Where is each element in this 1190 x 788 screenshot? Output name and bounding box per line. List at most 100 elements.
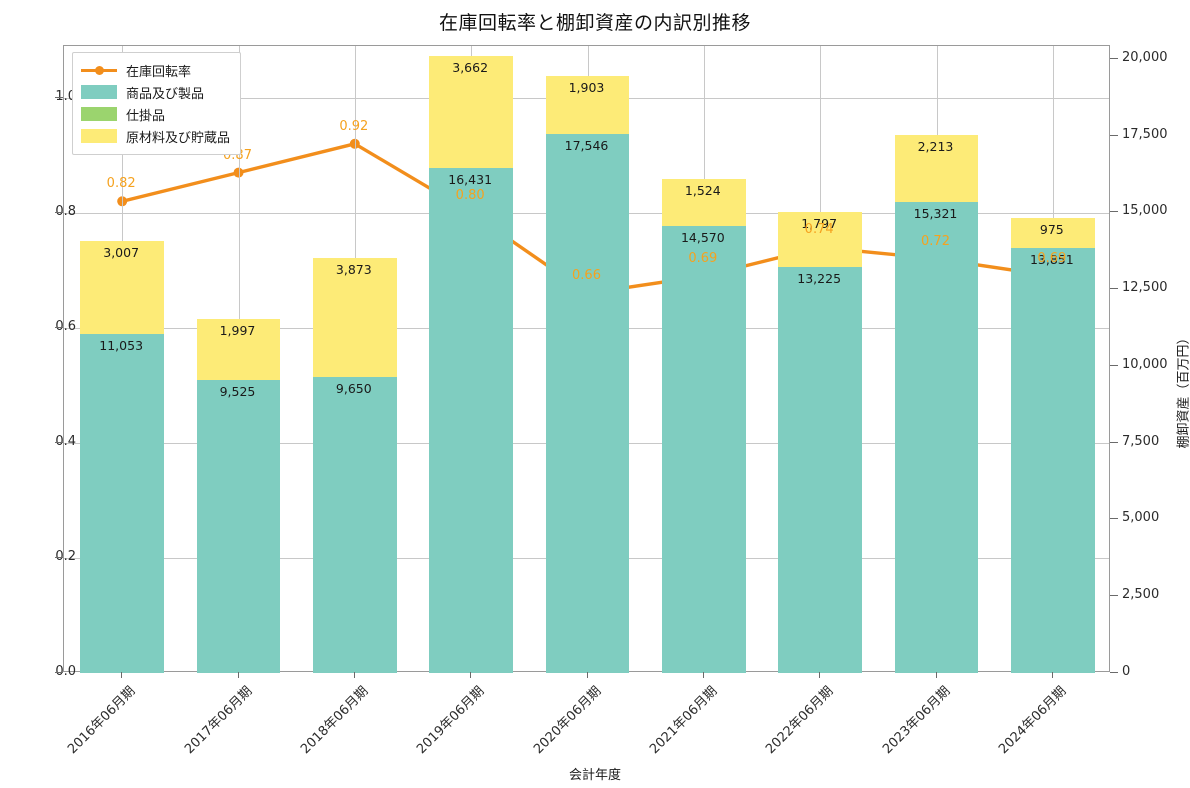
chart-title: 在庫回転率と棚卸資産の内訳別推移 [438, 12, 751, 34]
legend-label: 仕掛品 [126, 108, 166, 124]
bar-value-label: 14,570 [680, 229, 725, 245]
chart-legend[interactable]: 在庫回転率商品及び製品 仕掛品原材料及び貯蔵品 [72, 52, 242, 155]
bar-segment [312, 376, 397, 673]
y-axis-right-tick: 15,000 [1122, 203, 1168, 219]
x-axis-tick-mark [121, 672, 123, 678]
bar-segment [894, 134, 979, 203]
y-axis-left-tick: 0.2 [55, 548, 76, 564]
legend-color-swatch [81, 129, 117, 143]
y-axis-left-tick: 0.8 [55, 203, 76, 219]
legend-color-swatch [81, 85, 117, 99]
y-axis-right-tick-mark [1110, 518, 1118, 520]
y-axis-right-tick: 20,000 [1122, 49, 1168, 65]
bar-segment [778, 266, 863, 673]
y-axis-left-tick-mark [55, 672, 63, 673]
bar-value-label: 975 [1039, 221, 1064, 237]
y-axis-right-tick: 0 [1122, 664, 1131, 679]
bar-value-label: 9,525 [219, 384, 256, 400]
bar-value-label: 13,225 [797, 270, 842, 286]
y-axis-right-tick-mark [1110, 595, 1118, 597]
line-value-label: 0.74 [804, 222, 834, 238]
bar-value-label: 1,797 [801, 215, 838, 231]
y-axis-right-tick-mark [1110, 211, 1118, 213]
legend-label: 商品及び製品 [126, 86, 205, 102]
y-axis-right-tick: 7,500 [1122, 433, 1160, 449]
x-axis-tick-label: 2018年06月期 [297, 683, 372, 758]
x-axis-tick-mark [1051, 672, 1053, 678]
bar-segment [80, 241, 165, 334]
y-axis-right-tick: 12,500 [1122, 280, 1168, 296]
plot-area [63, 45, 1110, 673]
legend-label: 原材料及び貯蔵品 [126, 130, 231, 146]
legend-item[interactable]: 仕掛品 [81, 103, 230, 125]
bar-segment [80, 333, 165, 673]
y-axis-right-tick: 2,500 [1122, 587, 1160, 603]
bar-value-label: 1,997 [219, 323, 256, 339]
x-axis-tick-label: 2017年06月期 [181, 683, 255, 758]
y-axis-left-tick-mark [55, 556, 63, 558]
bar-segment [429, 55, 514, 169]
bar-segment [661, 225, 746, 673]
bar-value-label: 2,213 [917, 138, 954, 154]
bar-segment [778, 211, 863, 267]
x-axis-tick-mark [586, 672, 588, 678]
y-axis-right-tick-mark [1110, 672, 1118, 673]
legend-item[interactable]: 商品及び製品 [81, 81, 230, 103]
bar-value-label: 15,321 [913, 206, 958, 222]
y-axis-right-tick: 5,000 [1122, 510, 1160, 526]
bar-segment [429, 168, 514, 673]
y-axis-left-tick-mark [55, 96, 63, 98]
y-axis-right-tick-mark [1110, 288, 1118, 290]
y-axis-left-tick-mark [55, 441, 63, 443]
y-axis-right-tick-mark [1110, 364, 1118, 366]
bar-segment [894, 202, 979, 673]
x-axis-tick-label: 2022年06月期 [763, 683, 837, 758]
x-axis-tick-mark [702, 672, 704, 678]
bar-segment [1010, 247, 1095, 673]
x-axis-tick-mark [353, 672, 355, 678]
line-value-label: 0.92 [339, 118, 369, 134]
x-axis-tick-label: 2020年06月期 [530, 683, 604, 758]
bar-value-label: 9,650 [335, 380, 372, 396]
line-value-label: 0.69 [688, 251, 718, 267]
y-axis-left-tick-mark [55, 211, 63, 213]
bar-value-label: 1,524 [684, 182, 721, 198]
y-axis-right-tick-mark [1110, 134, 1118, 136]
line-value-label: 0.66 [572, 268, 601, 284]
y-axis-left-tick-mark [55, 326, 63, 328]
x-axis-tick-label: 2024年06月期 [995, 683, 1070, 758]
y-axis-right-tick: 10,000 [1122, 356, 1168, 372]
bar-value-label: 11,053 [99, 337, 144, 353]
bar-segment [545, 75, 630, 135]
bar-value-label: 1,903 [568, 79, 605, 95]
bar-value-label: 3,873 [335, 261, 372, 277]
bar-segment [1010, 217, 1095, 248]
x-axis-tick-mark [935, 672, 937, 678]
y-axis-left-tick: 1.0 [55, 88, 76, 104]
x-axis-tick-mark [237, 672, 239, 678]
y-axis-right-tick: 17,500 [1122, 126, 1168, 142]
legend-line-swatch [81, 63, 117, 77]
x-axis-tick-label: 2021年06月期 [646, 683, 721, 758]
bar-value-label: 3,007 [103, 245, 140, 261]
bar-segment [661, 178, 746, 226]
x-axis-label: 会計年度 [568, 768, 621, 783]
y-axis-left-tick: 0.6 [55, 318, 76, 334]
x-axis-tick-label: 2019年06月期 [414, 683, 488, 758]
bar-segment [545, 134, 630, 673]
y-axis-right-tick-mark [1110, 57, 1118, 59]
legend-color-swatch [81, 107, 117, 121]
line-value-label: 0.72 [921, 233, 950, 249]
x-axis-tick-mark [470, 672, 472, 678]
x-axis-tick-label: 2016年06月期 [65, 683, 139, 758]
bar-value-label: 3,662 [452, 59, 489, 75]
line-value-label: 0.80 [455, 187, 485, 203]
line-value-label: 0.69 [1037, 251, 1067, 267]
y-axis-right-tick-mark [1110, 441, 1118, 443]
legend-item[interactable]: 在庫回転率 [81, 59, 230, 81]
legend-item[interactable]: 原材料及び貯蔵品 [81, 125, 230, 147]
y-axis-left-tick: 0.4 [55, 433, 76, 449]
bar-value-label: 16,431 [448, 172, 493, 188]
x-axis-tick-mark [819, 672, 821, 678]
